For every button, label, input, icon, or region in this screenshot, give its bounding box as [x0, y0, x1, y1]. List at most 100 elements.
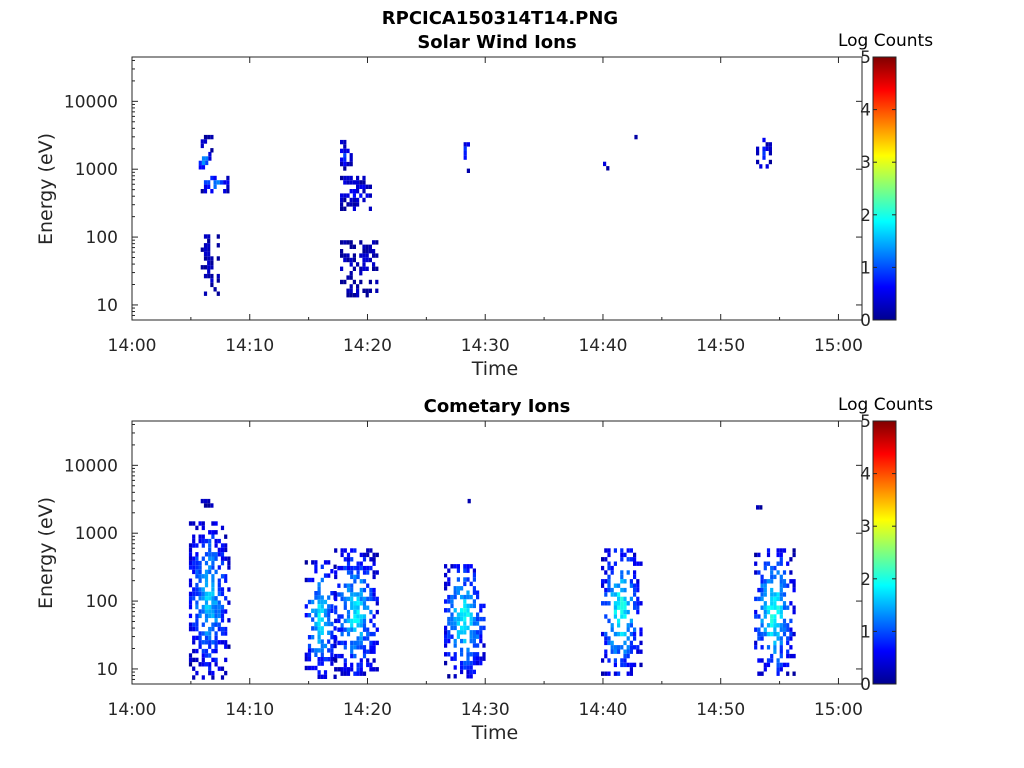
heatmap-cell	[359, 640, 363, 646]
heatmap-cell	[792, 605, 796, 610]
heatmap-cell	[327, 630, 331, 635]
heatmap-cell	[366, 548, 370, 553]
heatmap-cell	[369, 631, 373, 637]
heatmap-cell	[776, 596, 780, 602]
heatmap-cell	[456, 564, 460, 569]
heatmap-cell	[320, 577, 324, 583]
heatmap-cell	[762, 137, 766, 143]
heatmap-cell	[456, 630, 460, 635]
heatmap-cell	[472, 572, 476, 578]
heatmap-cell	[369, 548, 373, 553]
heatmap-cell	[304, 560, 308, 565]
heatmap-cell	[346, 565, 351, 571]
heatmap-cell	[466, 594, 470, 600]
heatmap-cell	[208, 626, 212, 632]
heatmap-cell	[314, 613, 318, 618]
heatmap-cell	[311, 560, 315, 565]
heatmap-cell	[192, 622, 196, 627]
heatmap-cell	[372, 645, 376, 650]
heatmap-cell	[617, 601, 621, 606]
heatmap-cell	[362, 649, 367, 654]
heatmap-cell	[476, 652, 480, 657]
heatmap-cell	[469, 652, 473, 657]
heatmap-cell	[330, 652, 334, 657]
heatmap-cell	[343, 139, 347, 145]
heatmap-cell	[460, 660, 464, 666]
heatmap-cell	[760, 587, 764, 593]
heatmap-cell	[317, 626, 321, 631]
heatmap-cell	[447, 608, 451, 613]
heatmap-cell	[314, 652, 318, 657]
heatmap-cell	[476, 634, 480, 639]
heatmap-cell	[214, 662, 218, 667]
heatmap-cell	[779, 653, 783, 659]
heatmap-cell	[201, 604, 205, 610]
heatmap-cell	[320, 652, 324, 657]
heatmap-cell	[350, 623, 354, 628]
heatmap-cell	[763, 583, 767, 588]
heatmap-cell	[472, 638, 476, 644]
heatmap-cell	[365, 193, 369, 198]
heatmap-cell	[211, 609, 215, 614]
heatmap-cell	[444, 625, 448, 631]
heatmap-cell	[353, 609, 357, 615]
heatmap-cell	[607, 601, 611, 606]
heatmap-cell	[362, 253, 366, 258]
heatmap-cell	[317, 617, 321, 622]
heatmap-cell	[754, 552, 758, 558]
heatmap-cell	[362, 184, 366, 189]
heatmap-cell	[350, 667, 354, 672]
heatmap-cell	[198, 574, 202, 579]
heatmap-cell	[463, 146, 467, 151]
heatmap-cell	[372, 570, 376, 575]
heatmap-cell	[346, 614, 351, 619]
heatmap-cell	[789, 579, 793, 584]
heatmap-cell	[365, 253, 369, 258]
heatmap-cell	[220, 609, 225, 614]
heatmap-cell	[617, 631, 621, 637]
heatmap-cell	[192, 521, 196, 526]
heatmap-cell	[350, 640, 354, 646]
heatmap-cell	[334, 609, 338, 615]
heatmap-cell	[453, 674, 457, 679]
heatmap-cell	[773, 627, 777, 632]
heatmap-cell	[340, 653, 344, 659]
heatmap-cell	[227, 556, 231, 561]
heatmap-cell	[613, 583, 617, 588]
heatmap-cell	[613, 631, 617, 637]
heatmap-cell	[610, 587, 614, 593]
heatmap-cell	[482, 616, 486, 622]
heatmap-cell	[610, 565, 614, 571]
x-tick-label: 14:30	[461, 336, 510, 356]
heatmap-cell	[456, 634, 460, 639]
y-tick-label: 1000	[75, 524, 118, 544]
heatmap-cell	[340, 157, 344, 162]
heatmap-cell	[340, 640, 344, 646]
heatmap-cell	[188, 604, 193, 610]
heatmap-cell	[217, 582, 221, 588]
heatmap-cell	[472, 652, 476, 657]
heatmap-cell	[763, 667, 767, 672]
heatmap-cell	[346, 557, 351, 562]
colorbar-tick-label: 1	[860, 258, 871, 278]
x-tick-label: 14:00	[108, 700, 157, 720]
heatmap-cell	[350, 574, 354, 580]
heatmap-cell	[472, 656, 476, 661]
heatmap-cell	[607, 636, 611, 641]
heatmap-cell	[340, 193, 344, 198]
heatmap-cell	[226, 175, 230, 181]
heatmap-cell	[320, 608, 324, 613]
heatmap-cell	[633, 583, 637, 588]
heatmap-cell	[343, 161, 347, 167]
heatmap-cell	[356, 640, 360, 646]
heatmap-cell	[610, 640, 614, 646]
heatmap-cell	[617, 596, 621, 602]
heatmap-cell	[770, 623, 774, 628]
heatmap-cell	[773, 592, 777, 597]
heatmap-cell	[204, 574, 209, 579]
heatmap-cell	[350, 592, 354, 597]
heatmap-cell	[188, 565, 193, 570]
heatmap-cell	[340, 148, 344, 154]
heatmap-cell	[469, 634, 473, 639]
heatmap-cell	[633, 574, 637, 580]
